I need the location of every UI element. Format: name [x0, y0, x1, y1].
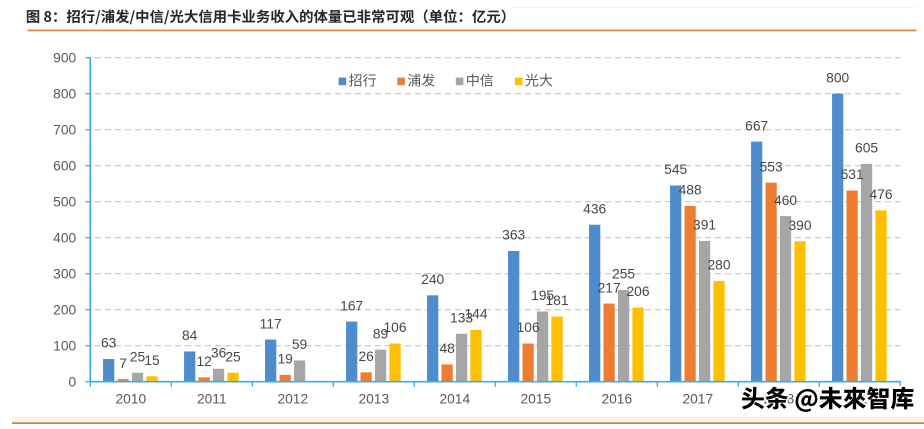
- svg-text:2017: 2017: [682, 392, 713, 407]
- svg-text:400: 400: [53, 231, 76, 246]
- svg-text:217: 217: [598, 280, 621, 295]
- svg-text:436: 436: [583, 201, 606, 216]
- svg-text:553: 553: [760, 159, 783, 174]
- svg-text:89: 89: [373, 326, 389, 341]
- svg-text:2010: 2010: [115, 392, 146, 407]
- svg-text:900: 900: [53, 51, 76, 66]
- svg-text:488: 488: [679, 183, 702, 198]
- svg-text:36: 36: [211, 345, 227, 360]
- svg-text:84: 84: [182, 328, 198, 343]
- svg-text:26: 26: [358, 349, 374, 364]
- svg-text:800: 800: [826, 70, 849, 85]
- svg-text:59: 59: [292, 337, 308, 352]
- svg-text:500: 500: [53, 195, 76, 210]
- svg-text:144: 144: [465, 307, 488, 322]
- svg-text:545: 545: [664, 162, 687, 177]
- svg-text:48: 48: [439, 341, 455, 356]
- svg-text:2011: 2011: [197, 392, 227, 407]
- svg-text:2016: 2016: [601, 392, 632, 407]
- svg-text:605: 605: [855, 141, 878, 156]
- svg-text:19: 19: [277, 352, 293, 367]
- svg-text:206: 206: [627, 284, 650, 299]
- svg-text:133: 133: [450, 311, 473, 326]
- svg-text:25: 25: [225, 349, 241, 364]
- svg-text:7: 7: [119, 356, 127, 371]
- svg-text:2013: 2013: [358, 392, 389, 407]
- svg-text:200: 200: [53, 303, 76, 318]
- svg-text:700: 700: [53, 123, 76, 138]
- svg-text:240: 240: [421, 272, 444, 287]
- svg-text:255: 255: [612, 267, 635, 282]
- svg-text:391: 391: [693, 218, 716, 233]
- svg-text:2015: 2015: [520, 392, 551, 407]
- svg-text:12: 12: [196, 354, 211, 369]
- svg-text:667: 667: [745, 118, 768, 133]
- svg-text:117: 117: [260, 316, 282, 331]
- svg-text:476: 476: [870, 187, 893, 202]
- svg-text:167: 167: [340, 298, 363, 313]
- svg-text:15: 15: [144, 353, 160, 368]
- svg-text:25: 25: [130, 349, 146, 364]
- svg-text:181: 181: [546, 293, 569, 308]
- svg-text:0: 0: [69, 375, 77, 390]
- svg-text:460: 460: [774, 193, 797, 208]
- svg-text:390: 390: [789, 218, 812, 233]
- svg-text:600: 600: [53, 159, 76, 174]
- svg-text:800: 800: [53, 87, 76, 102]
- svg-text:363: 363: [502, 228, 525, 243]
- svg-text:280: 280: [708, 258, 731, 273]
- svg-text:195: 195: [531, 288, 554, 303]
- svg-text:106: 106: [384, 320, 407, 335]
- svg-text:2014: 2014: [439, 392, 470, 407]
- svg-text:2012: 2012: [277, 392, 308, 407]
- svg-text:300: 300: [53, 267, 76, 282]
- svg-text:106: 106: [517, 320, 540, 335]
- svg-text:63: 63: [101, 336, 117, 351]
- svg-text:100: 100: [53, 339, 76, 354]
- svg-text:531: 531: [841, 167, 864, 182]
